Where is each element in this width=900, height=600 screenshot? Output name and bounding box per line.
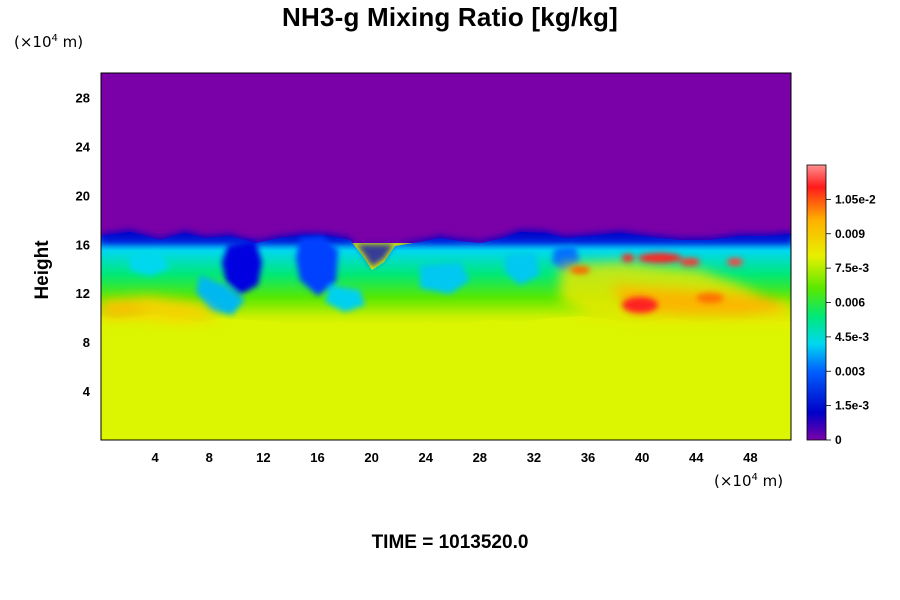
chart-title: NH3-g Mixing Ratio [kg/kg] bbox=[282, 2, 618, 32]
colorbar-ticks: 0 1.5e-3 0.003 4.5e-3 0.006 7.5e-3 0.009 1.05e-… bbox=[826, 192, 876, 447]
x-tick-label: 36 bbox=[581, 450, 595, 465]
colorbar-tick-label: 0.006 bbox=[835, 296, 865, 310]
x-tick-label: 28 bbox=[473, 450, 487, 465]
x-tick-label: 8 bbox=[206, 450, 213, 465]
x-tick-label: 32 bbox=[527, 450, 541, 465]
x-tick-label: 40 bbox=[635, 450, 649, 465]
x-tick-label: 12 bbox=[256, 450, 270, 465]
hotspots bbox=[570, 253, 743, 313]
y-tick-label: 16 bbox=[76, 237, 90, 252]
x-tick-label: 48 bbox=[743, 450, 757, 465]
colorbar-tick-label: 0.003 bbox=[835, 364, 865, 378]
time-label: TIME = 1013520.0 bbox=[371, 532, 529, 553]
colorbar-tick-label: 0.009 bbox=[835, 227, 865, 241]
upper-layer bbox=[101, 73, 791, 243]
x-tick-label: 20 bbox=[364, 450, 378, 465]
colorbar-tick-label: 1.05e-2 bbox=[835, 192, 876, 206]
colorbar-tick-label: 0 bbox=[835, 433, 842, 447]
dry-intrusions bbox=[130, 236, 580, 315]
x-tick-label: 4 bbox=[152, 450, 160, 465]
colorbar bbox=[806, 164, 827, 441]
colorbar-tick-label: 1.5e-3 bbox=[835, 399, 869, 413]
y-tick-label: 12 bbox=[76, 286, 90, 301]
x-axis-unit: (×104 m) bbox=[714, 472, 784, 490]
y-axis-unit: (×104 m) bbox=[14, 33, 84, 51]
y-tick-label: 20 bbox=[76, 188, 90, 203]
plot-frame bbox=[100, 72, 792, 441]
y-tick-label: 28 bbox=[76, 90, 90, 105]
cloud-top-edge bbox=[101, 229, 791, 267]
colorbar-tick-label: 4.5e-3 bbox=[835, 330, 869, 344]
y-tick-label: 24 bbox=[76, 139, 91, 154]
y-tick-label: 8 bbox=[83, 335, 90, 350]
y-tick-label: 4 bbox=[83, 384, 91, 399]
heatmap-field bbox=[101, 73, 791, 440]
colorbar-tick-label: 7.5e-3 bbox=[835, 261, 869, 275]
x-tick-label: 16 bbox=[310, 450, 324, 465]
x-tick-label: 24 bbox=[418, 450, 433, 465]
x-tick-label: 44 bbox=[689, 450, 704, 465]
